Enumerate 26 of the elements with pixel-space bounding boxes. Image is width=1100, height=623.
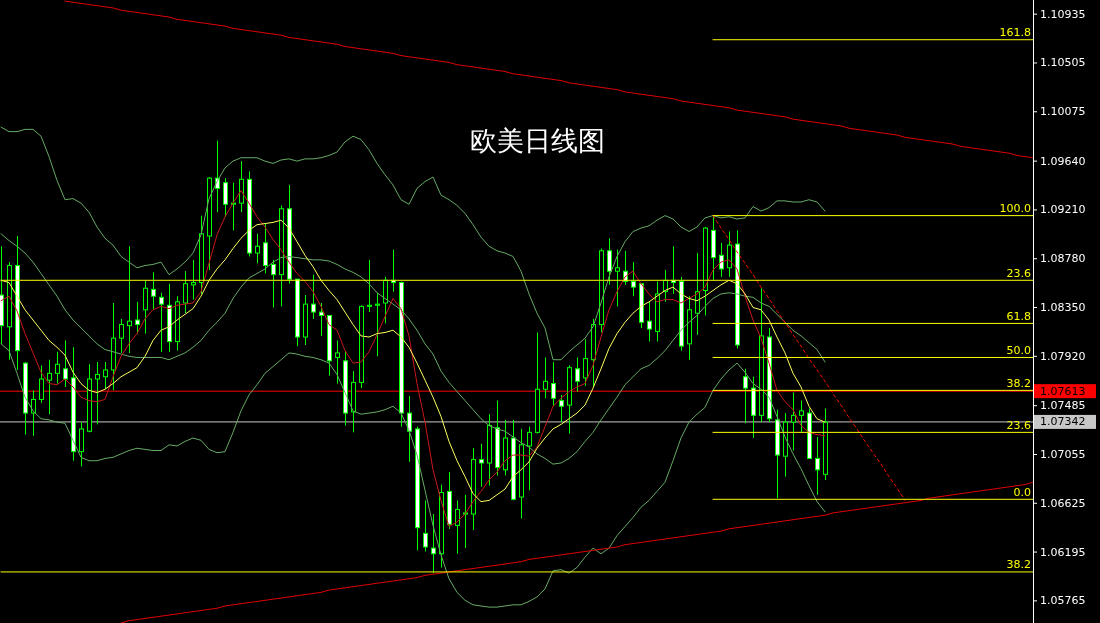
y-tick-label: 1.06625 — [1040, 496, 1086, 510]
ref-line-label: 1.07613 — [1040, 384, 1086, 398]
y-tick-label: 1.09640 — [1040, 154, 1086, 168]
series-name: 50.0 — [1006, 343, 1031, 357]
title: 欧美日线图 — [469, 124, 605, 156]
series-name: 23.6 — [1006, 418, 1031, 432]
series-name: 0.0 — [1013, 485, 1031, 499]
y-tick-label: 1.09210 — [1040, 203, 1086, 217]
series-name: 161.8 — [999, 26, 1031, 40]
series-name: 100.0 — [999, 202, 1031, 216]
y-tick-label: 1.07485 — [1040, 399, 1086, 413]
y-tick-label: 1.08780 — [1040, 252, 1086, 266]
series-name: 38.2 — [1006, 376, 1031, 390]
series-name: 23.6 — [1006, 266, 1031, 280]
series-name: 61.8 — [1006, 309, 1031, 323]
y-tick-label: 1.10505 — [1040, 56, 1086, 70]
y-tick-label: 1.07920 — [1040, 349, 1086, 363]
ref-line-label: 1.07342 — [1040, 415, 1086, 429]
y-tick-label: 1.10935 — [1040, 7, 1086, 21]
y-tick-label: 1.10075 — [1040, 105, 1086, 119]
y-tick-label: 1.05765 — [1040, 594, 1086, 608]
y-tick-label: 1.06195 — [1040, 545, 1086, 559]
series-name: 38.2 — [1006, 558, 1031, 572]
y-tick-label: 1.08350 — [1040, 301, 1086, 315]
ref-line-label: 1.07613 — [1034, 384, 1096, 399]
y-tick-label: 1.07055 — [1040, 448, 1086, 461]
